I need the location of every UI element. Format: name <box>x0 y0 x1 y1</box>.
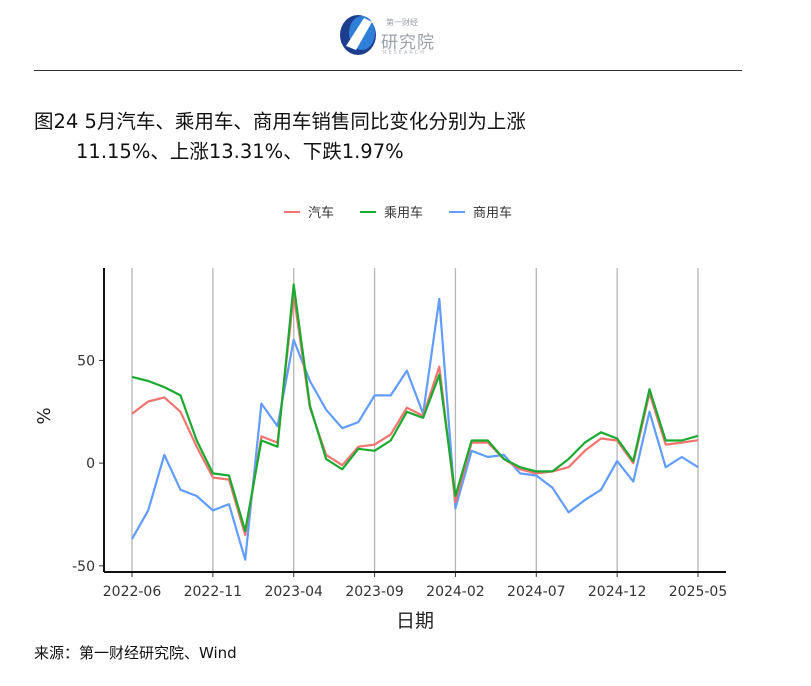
series-line-passenger <box>131 283 699 533</box>
figure-title-line1: 图24 5月汽车、乘用车、商用车销售同比变化分别为上涨 <box>34 110 526 133</box>
legend-label-passenger: 乘用车 <box>384 206 424 221</box>
x-tick-label-2024-07: 2024-07 <box>507 584 566 600</box>
chart-legend: 汽车 乘用车 商用车 <box>284 202 512 221</box>
figure-title: 图24 5月汽车、乘用车、商用车销售同比变化分别为上涨 11.15%、上涨13.… <box>34 107 526 167</box>
source-note: 来源：第一财经研究院、Wind <box>34 644 237 662</box>
legend-swatch-auto <box>284 210 300 213</box>
research-institute-logo <box>340 15 376 55</box>
y-tick-label-0: 0 <box>86 456 95 472</box>
series-line-commercial <box>131 297 699 561</box>
legend-item-auto: 汽车 <box>284 202 334 221</box>
header-divider <box>34 70 742 71</box>
legend-label-auto: 汽车 <box>308 206 335 221</box>
x-tick-label-2025-05: 2025-05 <box>669 584 728 600</box>
x-tick-label-2022-11: 2022-11 <box>184 584 243 600</box>
logo-title-text: 研究院 <box>381 33 435 53</box>
y-tick-label-50: 50 <box>77 353 95 369</box>
chart-series <box>131 283 699 561</box>
y-tick-label--50: -50 <box>72 559 95 575</box>
x-tick-label-2023-04: 2023-04 <box>264 584 323 600</box>
chart-grid <box>131 268 699 572</box>
x-axis-title: 日期 <box>396 610 434 632</box>
logo-sub-text: RESEARCH <box>383 50 426 56</box>
legend-item-passenger: 乘用车 <box>360 202 423 221</box>
x-tick-label-2024-12: 2024-12 <box>588 584 647 600</box>
logo-top-text: 第一财经 <box>386 18 418 27</box>
legend-swatch-commercial <box>449 210 466 213</box>
legend-label-commercial: 商用车 <box>473 206 513 221</box>
legend-swatch-passenger <box>360 210 377 213</box>
x-tick-label-2024-02: 2024-02 <box>426 584 485 600</box>
figure-title-line2: 11.15%、上涨13.31%、下跌1.97% <box>76 140 404 163</box>
x-tick-label-2023-09: 2023-09 <box>345 584 404 600</box>
legend-item-commercial: 商用车 <box>449 202 512 221</box>
x-tick-label-2022-06: 2022-06 <box>103 584 162 600</box>
chart-axes: 2022-06 2022-11 2023-04 2023-09 2024-02 2024-… <box>34 268 727 632</box>
y-axis-title: % <box>34 407 55 424</box>
series-line-auto <box>131 293 699 537</box>
